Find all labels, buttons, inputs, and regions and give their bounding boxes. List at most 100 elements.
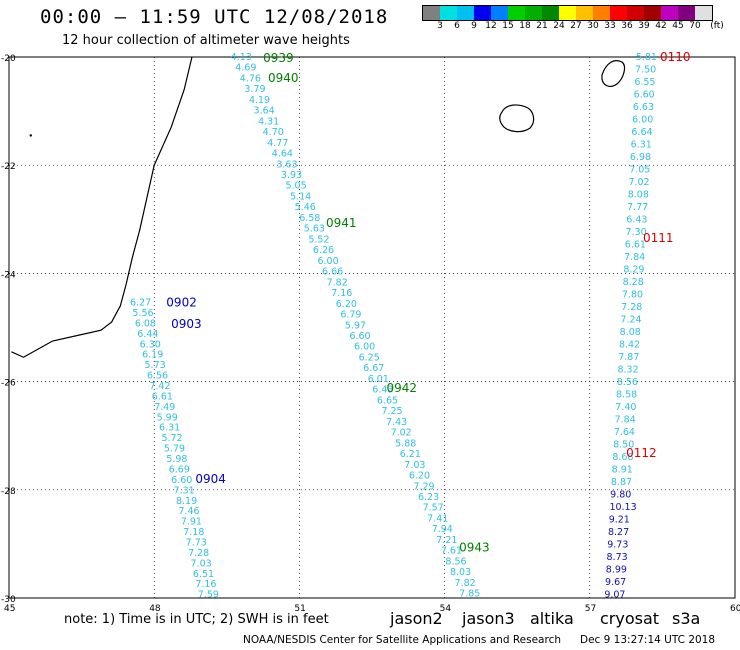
wave-height-label: 6.51: [193, 569, 214, 580]
lon-tick-label: 57: [585, 604, 596, 614]
mauritius-island: [601, 60, 626, 87]
wave-height-label: 7.46: [178, 506, 199, 517]
wave-height-label: 6.20: [336, 299, 357, 310]
wave-height-label: 5.79: [164, 444, 185, 455]
wave-height-label: 6.61: [152, 391, 173, 402]
wave-height-label: 7.28: [188, 548, 209, 559]
pass-time-label: 0902: [166, 296, 197, 310]
wave-height-label: 6.79: [340, 310, 361, 321]
wave-height-label: 4.64: [272, 149, 293, 160]
wave-height-label: 6.66: [322, 267, 343, 278]
lon-tick-label: 48: [149, 604, 161, 614]
wave-height-label: 7.43: [386, 417, 407, 428]
legend-s3a: s3a: [672, 609, 701, 628]
wave-height-label: 8.87: [611, 477, 632, 488]
wave-height-label: 8.68: [612, 452, 633, 463]
wave-height-label: 7.24: [620, 315, 641, 326]
wave-height-label: 7.49: [154, 402, 175, 413]
wave-height-label: 7.80: [622, 290, 643, 301]
pass-time-label: 0111: [643, 231, 674, 245]
wave-height-label: 4.31: [258, 116, 279, 127]
wave-height-label: 6.20: [409, 471, 430, 482]
legend-jason3: jason3: [462, 609, 515, 628]
wave-height-label: 6.55: [634, 77, 655, 88]
wave-height-label: 6.63: [633, 102, 654, 113]
wave-height-label: 6.00: [354, 342, 375, 353]
wave-height-label: 8.99: [606, 565, 627, 576]
wave-height-label: 6.01: [368, 374, 389, 385]
scale-swatch: [542, 6, 559, 20]
wave-height-label: 7.02: [391, 428, 412, 439]
scale-tick-label: 39: [638, 21, 650, 31]
scale-tick-label: 12: [485, 21, 497, 31]
chart-title: 00:00 – 11:59 UTC 12/08/2018: [40, 6, 389, 28]
wave-height-label: 6.43: [372, 385, 393, 396]
scale-swatch: [661, 6, 678, 20]
lon-tick-label: 51: [294, 604, 305, 614]
scale-swatch: [491, 6, 508, 20]
wave-height-color-scale: [422, 5, 713, 21]
islet-marker: [29, 134, 32, 137]
pass-time-label: 0942: [387, 381, 418, 395]
wave-height-label: 4.70: [263, 127, 284, 138]
wave-height-label: 8.29: [623, 265, 644, 276]
wave-height-label: 6.67: [363, 363, 384, 374]
wave-height-label: 9.67: [605, 577, 626, 588]
wave-height-label: 7.02: [628, 177, 649, 188]
wave-height-label: 6.30: [140, 339, 161, 350]
wave-height-label: 6.19: [142, 350, 163, 361]
scale-swatch: [457, 6, 474, 20]
wave-height-label: 5.05: [285, 181, 306, 192]
wave-height-label: 4.13: [231, 52, 252, 63]
scale-tick-label: 6: [454, 21, 460, 31]
wave-height-label: 5.99: [157, 412, 178, 423]
wave-height-label: 8.58: [616, 390, 637, 401]
madagascar-coastline: [11, 56, 193, 358]
wave-height-label: 8.50: [613, 440, 634, 451]
wave-height-label: 6.08: [135, 318, 156, 329]
wave-height-label: 6.98: [630, 152, 651, 163]
wave-height-label: 7.82: [455, 578, 476, 589]
wave-height-label: 6.69: [169, 464, 190, 475]
wave-height-label: 7.42: [149, 381, 170, 392]
wave-height-label: 8.03: [450, 567, 471, 578]
wave-height-label: 5.73: [145, 360, 166, 371]
pass-time-label: 0940: [268, 71, 299, 85]
reunion-island: [499, 104, 535, 133]
chart-subtitle: 12 hour collection of altimeter wave hei…: [62, 33, 350, 48]
pass-time-label: 0939: [263, 51, 294, 65]
wave-height-label: 5.56: [132, 308, 153, 319]
wave-height-label: 5.88: [395, 438, 416, 449]
pass-time-label: 0903: [171, 317, 202, 331]
wave-height-label: 7.64: [614, 427, 635, 438]
wave-height-label: 7.03: [191, 558, 212, 569]
wave-height-label: 8.19: [176, 496, 197, 507]
legend-altika: altika: [530, 609, 574, 628]
wave-height-label: 7.16: [331, 288, 352, 299]
footer-note: note: 1) Time is in UTC; 2) SWH is in fe…: [64, 612, 329, 627]
wave-height-label: 8.28: [623, 277, 644, 288]
wave-height-label: 4.76: [240, 73, 261, 84]
wave-height-label: 6.60: [634, 89, 655, 100]
wave-height-label: 3.79: [244, 84, 265, 95]
wave-height-label: 8.08: [628, 189, 649, 200]
wave-height-label: 7.41: [427, 513, 448, 524]
wave-height-label: 8.08: [620, 327, 641, 338]
wave-height-label: 4.69: [235, 63, 256, 74]
wave-height-label: 10.13: [609, 502, 636, 513]
scale-swatch: [593, 6, 610, 20]
wave-height-label: 6.60: [171, 475, 192, 486]
wave-height-label: 6.56: [147, 371, 168, 382]
scale-swatch: [644, 6, 661, 20]
wave-height-label: 4.19: [249, 95, 270, 106]
wave-height-label: 7.59: [198, 590, 219, 601]
wave-height-label: 6.44: [137, 329, 158, 340]
scale-tick-label: 15: [502, 21, 514, 31]
wave-height-label: 5.46: [295, 202, 316, 213]
wave-height-label: 6.58: [299, 213, 320, 224]
wave-height-label: 7.25: [381, 406, 402, 417]
credit-text: NOAA/NESDIS Center for Satellite Applica…: [243, 634, 561, 646]
map-frame: [8, 56, 736, 599]
lon-tick-label: 60: [730, 604, 740, 614]
